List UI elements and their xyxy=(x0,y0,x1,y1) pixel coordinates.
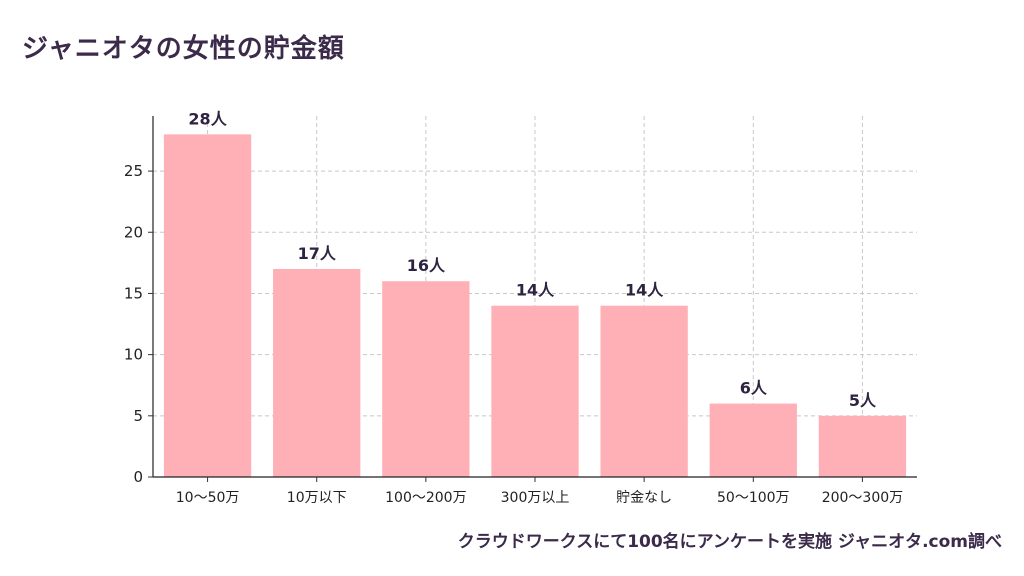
bar xyxy=(163,134,252,477)
x-tick-label: 100〜200万 xyxy=(385,490,466,506)
bars xyxy=(163,134,907,477)
chart-title: ジャニオタの女性の貯金額 xyxy=(22,34,345,64)
bar xyxy=(382,281,470,477)
bar xyxy=(273,268,361,477)
bar xyxy=(491,305,579,477)
data-label: 5人 xyxy=(849,391,877,410)
data-label: 14人 xyxy=(516,281,555,300)
data-labels: 28人 17人 16人 14人 14人 6人 5人 xyxy=(188,109,877,409)
data-label: 14人 xyxy=(625,281,664,300)
y-ticks: 0 5 10 15 20 25 xyxy=(124,162,153,486)
x-tick-label: 10万以下 xyxy=(287,490,347,506)
bar xyxy=(600,305,688,477)
y-tick-label: 10 xyxy=(124,346,143,364)
bar xyxy=(818,415,907,477)
x-tick-label: 300万以上 xyxy=(501,490,570,506)
data-label: 16人 xyxy=(407,256,446,275)
y-tick-label: 20 xyxy=(124,223,143,241)
data-label: 17人 xyxy=(298,244,337,263)
data-label: 6人 xyxy=(740,379,768,398)
x-tick-label: 貯金なし xyxy=(616,490,672,506)
y-tick-label: 25 xyxy=(124,162,143,180)
x-tick-label: 200〜300万 xyxy=(822,490,903,506)
data-label: 28人 xyxy=(188,109,227,128)
x-tick-label: 50〜100万 xyxy=(717,490,790,506)
y-tick-label: 5 xyxy=(133,407,143,425)
x-tick-label: 10〜50万 xyxy=(176,490,240,506)
x-tick-labels: 10〜50万 10万以下 100〜200万 300万以上 貯金なし 50〜100万 200〜… xyxy=(176,477,903,506)
y-tick-label: 0 xyxy=(133,468,143,486)
y-tick-label: 15 xyxy=(124,284,143,302)
source-note: クラウドワークスにて100名にアンケートを実施 ジャニオタ.com調べ xyxy=(457,532,1002,552)
bar xyxy=(709,403,797,477)
